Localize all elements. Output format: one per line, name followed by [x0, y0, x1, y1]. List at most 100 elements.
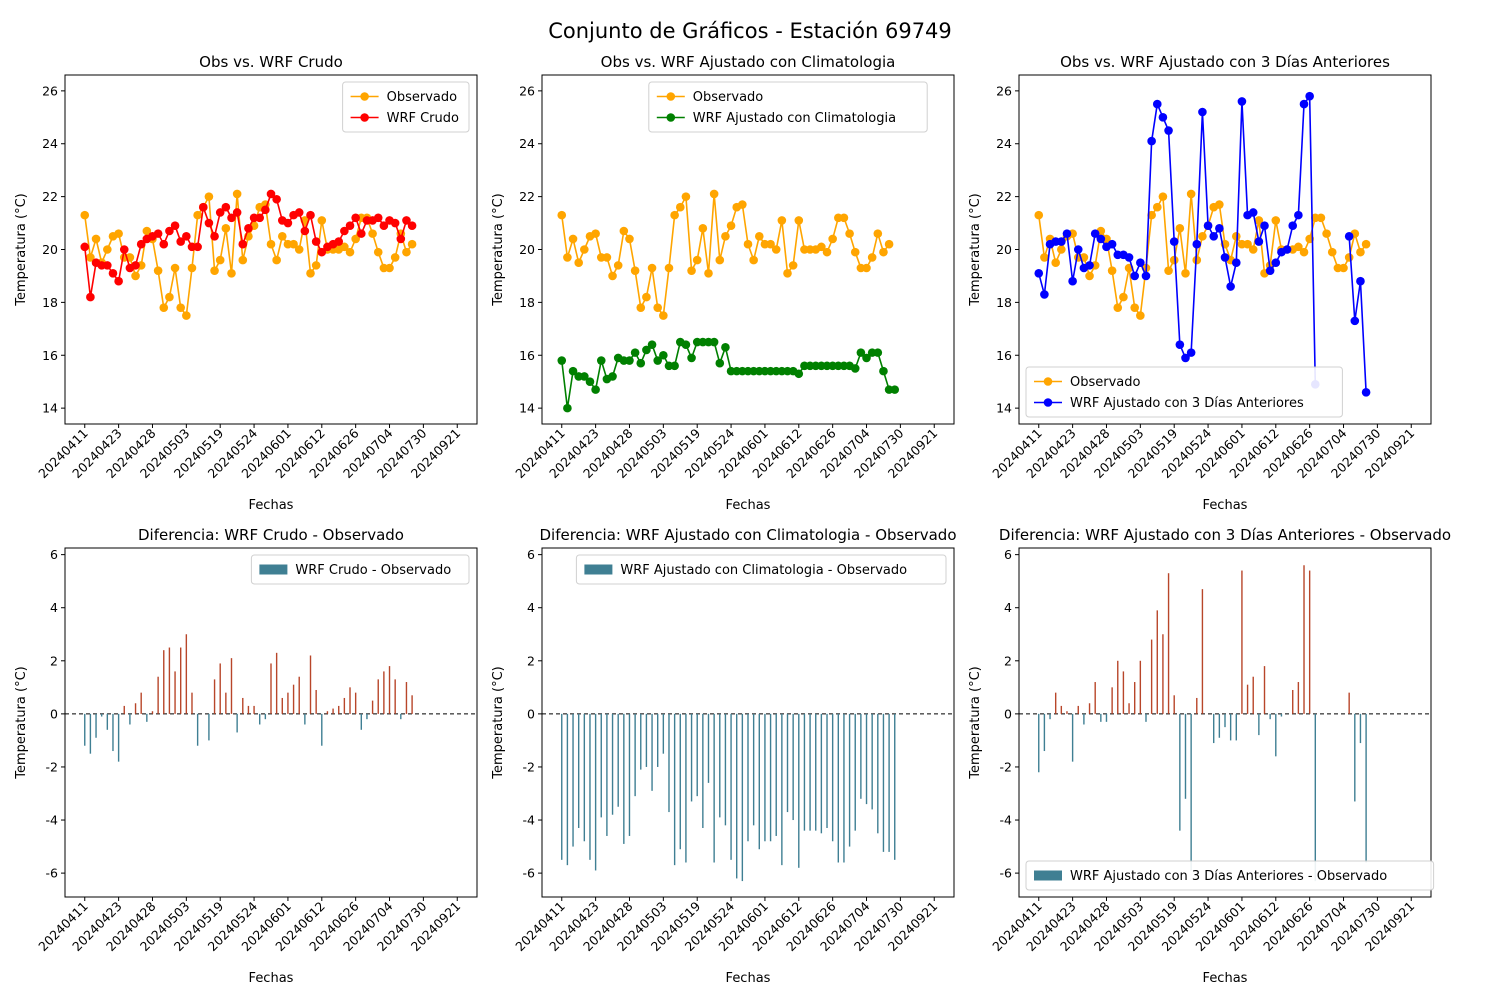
legend-label: Observado — [1070, 375, 1141, 390]
data-point — [86, 292, 95, 302]
bar — [326, 711, 329, 714]
bar — [775, 713, 777, 836]
panel-title: Obs vs. WRF Crudo — [199, 53, 343, 71]
bar — [394, 679, 396, 714]
bar — [400, 713, 402, 720]
bar — [264, 713, 267, 720]
bar — [1156, 610, 1158, 714]
data-point — [1164, 126, 1173, 135]
bar — [1049, 713, 1051, 720]
bar — [129, 713, 131, 725]
legend-swatch-bar — [259, 564, 288, 575]
bar — [1043, 713, 1046, 752]
data-point — [311, 237, 321, 246]
data-point — [1057, 237, 1066, 246]
y-tick-label: 22 — [42, 189, 58, 204]
data-point — [1271, 258, 1281, 268]
bar — [354, 692, 357, 714]
data-point — [238, 255, 248, 265]
data-point — [698, 224, 708, 233]
data-point — [1215, 200, 1224, 209]
data-point — [1327, 247, 1337, 257]
data-point — [879, 366, 888, 376]
legend-label: Observado — [693, 90, 764, 105]
bar — [275, 652, 278, 714]
y-tick-label: 0 — [1004, 706, 1012, 721]
data-point — [103, 261, 112, 270]
data-point — [1057, 245, 1066, 254]
data-point — [890, 385, 900, 394]
y-tick-label: 18 — [42, 295, 58, 310]
data-point — [1305, 91, 1314, 101]
bar — [843, 713, 845, 863]
bar — [134, 703, 137, 714]
bar — [304, 713, 306, 725]
data-point — [1096, 234, 1106, 244]
data-point — [340, 226, 349, 236]
data-point — [294, 208, 304, 217]
y-tick-label: 26 — [519, 83, 535, 98]
bar — [1348, 692, 1350, 714]
bar — [1139, 660, 1142, 714]
data-point — [1068, 276, 1077, 286]
bar — [151, 711, 154, 714]
bar — [1365, 713, 1367, 863]
legend-swatch-marker — [1043, 398, 1053, 407]
data-point — [1356, 276, 1365, 286]
data-point — [204, 192, 214, 201]
data-point — [165, 292, 174, 302]
data-point — [1181, 353, 1190, 363]
data-point — [351, 213, 360, 223]
y-tick-label: 20 — [519, 242, 535, 257]
bar — [123, 705, 125, 714]
bar — [338, 705, 340, 714]
legend-box — [575, 554, 947, 585]
bar — [1354, 713, 1356, 802]
x-axis-label: Fechas — [726, 971, 771, 986]
series-1 — [1034, 91, 1371, 397]
bar — [1038, 713, 1040, 773]
bar — [882, 713, 885, 852]
bar — [854, 713, 856, 831]
legend-label: WRF Crudo — [387, 111, 459, 126]
bar — [236, 713, 238, 733]
data-point — [574, 258, 583, 268]
data-point — [215, 255, 225, 265]
data-point — [1034, 210, 1044, 220]
data-point — [1237, 97, 1247, 106]
data-point — [1186, 189, 1196, 199]
bar — [281, 697, 283, 714]
data-point — [766, 239, 775, 249]
bar — [230, 658, 233, 714]
data-point — [1130, 303, 1139, 312]
bar — [679, 713, 681, 850]
data-point — [193, 210, 202, 220]
bar — [1235, 713, 1237, 741]
y-tick-label: 14 — [519, 401, 535, 416]
data-point — [1073, 245, 1083, 254]
data-point — [568, 234, 578, 244]
bar — [662, 713, 665, 754]
bar — [594, 713, 597, 871]
bar — [865, 713, 868, 805]
y-axis-label: Temperatura (°C) — [968, 666, 983, 779]
y-tick-label: -6 — [523, 866, 536, 881]
bar — [888, 713, 890, 852]
data-point — [1316, 213, 1326, 223]
bar — [877, 713, 879, 834]
data-point — [317, 216, 327, 225]
bar — [809, 713, 811, 831]
bar — [1314, 713, 1317, 882]
data-point — [210, 266, 219, 275]
data-point — [1107, 266, 1117, 275]
plot-frame — [64, 74, 478, 425]
data-point — [1062, 229, 1072, 238]
bar — [360, 713, 363, 730]
data-point — [1271, 216, 1281, 225]
y-tick-label: 0 — [527, 706, 535, 721]
bar — [792, 713, 794, 821]
data-point — [867, 253, 877, 262]
series-1 — [557, 337, 900, 413]
data-point — [845, 229, 854, 238]
data-point — [580, 372, 589, 381]
